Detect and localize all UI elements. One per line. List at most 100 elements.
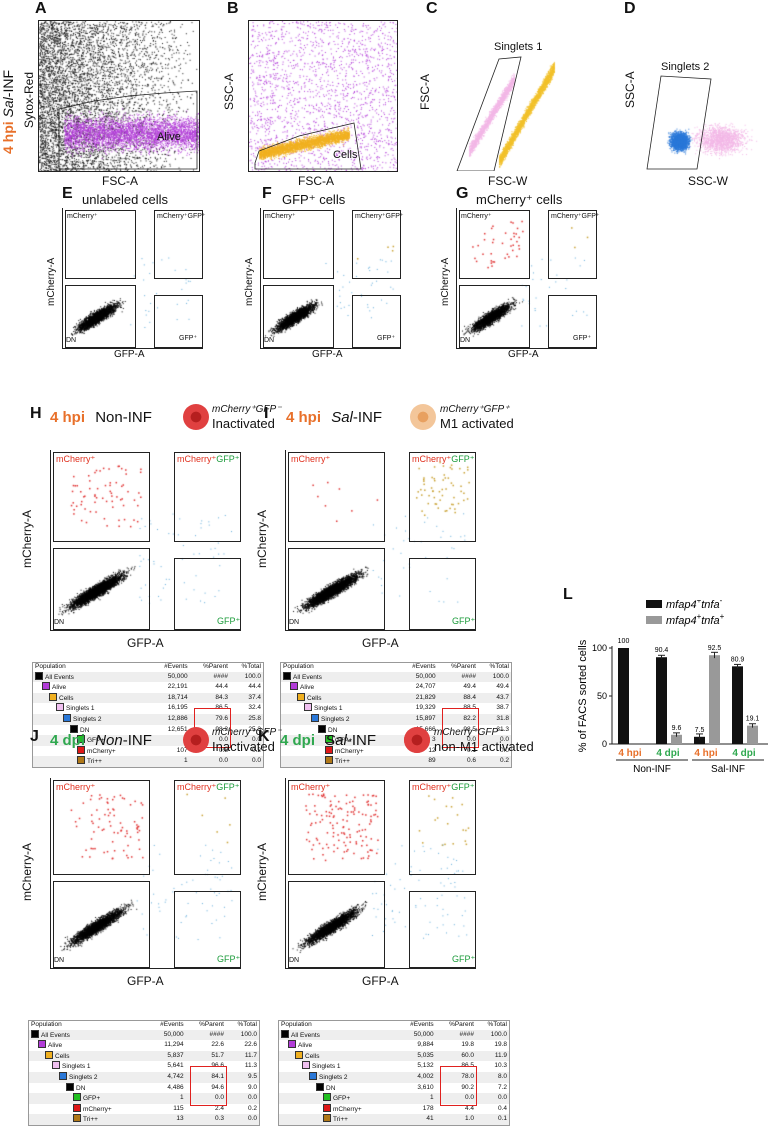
- population-name: Singlets 1: [66, 705, 95, 713]
- label-double: mCherry⁺GFP⁺: [157, 213, 206, 220]
- population-name: Singlets 2: [73, 715, 102, 723]
- population-cell: Tri++: [28, 1114, 148, 1126]
- label-mcherry: mCherry⁺: [56, 782, 96, 792]
- table-row: DN 4,486 94.6 9.0: [29, 1082, 260, 1094]
- table-cell: 11.3: [244, 1062, 257, 1070]
- quadrant-dots-I: [286, 450, 476, 630]
- quadrant-plot-G: mCherry⁺ mCherry⁺GFP⁺ GFP⁺ DN: [456, 208, 600, 349]
- table-cell: 100.0: [230, 671, 264, 683]
- population-name: DN: [326, 1084, 336, 1092]
- panel-b-ylabel: SSC-A: [222, 73, 236, 110]
- table-cell: 1.0: [435, 1114, 476, 1126]
- label-double: mCherry⁺GFP⁺: [177, 454, 240, 464]
- population-name: GFP+: [335, 737, 353, 745]
- table-cell: 50,000: [397, 1029, 436, 1041]
- table-row: Cells 5,035 60.0 11.9: [278, 1050, 510, 1062]
- table-cell: 32.4: [248, 704, 261, 712]
- population-name: mCherry+: [335, 747, 364, 755]
- table-header-parent: %Parent: [451, 663, 476, 670]
- population-cell: mCherry+: [281, 745, 400, 757]
- table-cell: 50,000: [399, 671, 438, 683]
- population-swatch: [325, 745, 333, 754]
- plot-d: Singlets 2: [638, 20, 780, 172]
- table-cell: 84.1: [185, 1071, 226, 1083]
- gate-dn: [53, 881, 150, 968]
- gate-singlets1-label: Singlets 1: [494, 41, 543, 53]
- label-dn: DN: [289, 957, 300, 964]
- table-header-pop: Population: [281, 1021, 312, 1028]
- panel-letter-j: J: [30, 728, 39, 745]
- population-swatch: [325, 756, 333, 765]
- panel-a-xlabel: FSC-A: [102, 174, 138, 188]
- gate-alive: [58, 90, 198, 170]
- population-swatch: [323, 1093, 331, 1102]
- table-row: All Events 50,000 #### 100.0: [280, 671, 512, 683]
- table-cell: 44.4: [248, 683, 261, 691]
- gate-singlets2: [646, 75, 712, 170]
- table-row: DN 3,610 90.2 7.2: [279, 1082, 510, 1094]
- label-gfp: GFP⁺: [217, 954, 241, 964]
- quad-xlabel-J: GFP-A: [127, 974, 164, 988]
- legend-swatch: [646, 616, 662, 624]
- population-cell: Alive: [279, 1040, 398, 1051]
- quad-xlabel-H: GFP-A: [127, 636, 164, 650]
- quad-xlabel-G: GFP-A: [508, 349, 539, 360]
- panel-letter-a: A: [35, 0, 47, 17]
- gate-mcherry: [53, 452, 150, 542]
- population-swatch: [31, 1029, 39, 1038]
- population-swatch: [318, 724, 326, 733]
- population-name: Tri++: [335, 758, 350, 766]
- label-gfp: GFP⁺: [217, 616, 241, 626]
- table-row: All Events 50,000 #### 100.0: [28, 1029, 260, 1041]
- population-cell: Singlets 1: [281, 703, 400, 714]
- population-cell: GFP+: [28, 1093, 148, 1104]
- table-cell: 89: [399, 756, 438, 768]
- bar: [618, 648, 629, 744]
- y-axis-label: % of FACS sorted cells: [577, 639, 589, 752]
- plot-c: Singlets 1: [438, 20, 590, 172]
- quad-ylabel-E: mCherry-A: [46, 257, 57, 306]
- table-row: Alive 24,707 49.4 49.4: [281, 682, 512, 693]
- population-swatch: [49, 692, 57, 701]
- table-row: mCherry+ 178 4.4 0.4: [279, 1103, 510, 1115]
- table-cell: 19,329: [415, 704, 436, 712]
- label-gfp: GFP⁺: [452, 616, 476, 626]
- panel-f-title: GFP⁺ cells: [282, 192, 346, 207]
- population-cell: DN: [29, 1082, 148, 1094]
- population-swatch: [297, 692, 305, 701]
- table-header-total: %Total: [237, 1021, 257, 1028]
- quadrant-plot-I: mCherry⁺ mCherry⁺GFP⁺ GFP⁺ DN: [285, 450, 476, 631]
- macrophage-m1-icon: [410, 404, 436, 430]
- population-swatch: [283, 671, 291, 680]
- table-row: Alive 9,884 19.8 19.8: [279, 1040, 510, 1051]
- quadrant-plot-F: mCherry⁺ mCherry⁺GFP⁺ GFP⁺ DN: [260, 208, 404, 349]
- population-swatch: [290, 682, 298, 691]
- table-cell: 4,742: [147, 1071, 186, 1083]
- population-cell: mCherry+: [29, 1103, 148, 1115]
- panel-j-timepoint: 4 dpi: [50, 732, 86, 749]
- quadrant-plot-J: mCherry⁺ mCherry⁺GFP⁺ GFP⁺ DN: [50, 778, 241, 969]
- population-swatch: [73, 1114, 81, 1123]
- population-cell: All Events: [280, 671, 400, 683]
- table-cell: 2.4: [214, 1104, 224, 1112]
- table-cell: 12,886: [151, 713, 190, 725]
- table-cell: 22.6: [244, 1041, 257, 1049]
- panel-letter-h: H: [30, 405, 42, 422]
- quad-ylabel-J: mCherry-A: [20, 842, 34, 901]
- panel-k-line1: mCherry⁺GFP⁻: [434, 727, 504, 738]
- table-header-total: %Total: [487, 1021, 507, 1028]
- table-row: Alive 11,294 22.6 22.6: [29, 1040, 260, 1051]
- table-cell: 88.4: [437, 692, 478, 704]
- table-cell: 50,000: [147, 1029, 186, 1041]
- table-row: Cells 18,714 84.3 37.4: [32, 692, 264, 704]
- table-cell: 13: [147, 1114, 186, 1126]
- table-row: Tri++ 41 1.0 0.1: [278, 1114, 510, 1126]
- gate-gfp: [154, 295, 203, 348]
- table-cell: 84.3: [189, 692, 230, 704]
- table-cell: 4,486: [167, 1083, 184, 1091]
- population-name: Singlets 2: [69, 1073, 98, 1081]
- table-header-pop: Population: [283, 663, 314, 670]
- table-cell: 5,837: [147, 1050, 186, 1062]
- category-label: 4 dpi: [732, 748, 756, 759]
